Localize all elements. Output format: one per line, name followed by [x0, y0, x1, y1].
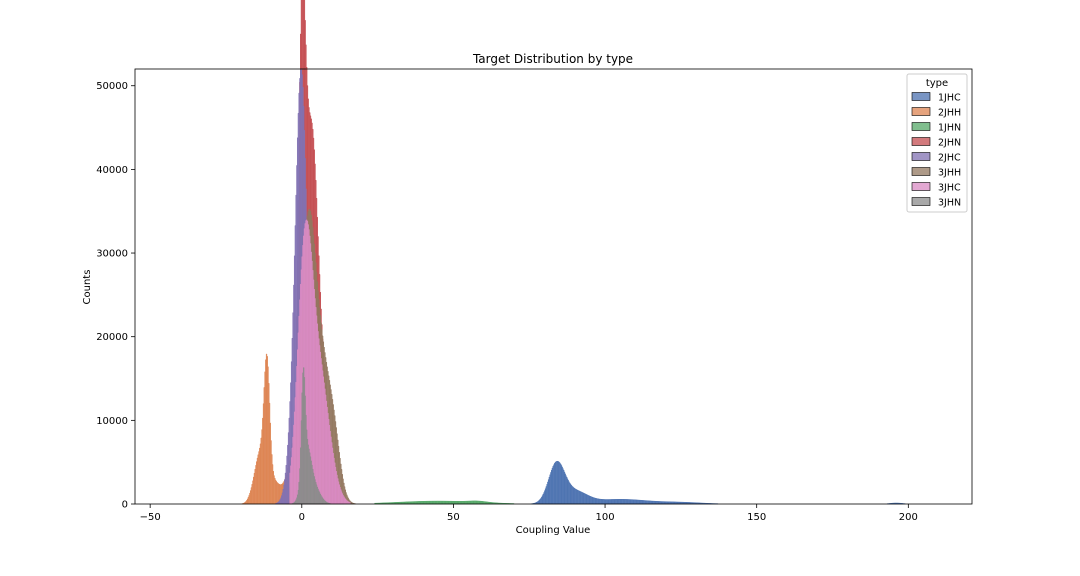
bars-1JHN [374, 500, 515, 505]
axes: −50 0 50 100 150 200 0 10000 20000 30000 40000 5000… [96, 68, 973, 523]
series-1JHC [531, 460, 906, 505]
histogram-bars [241, 0, 906, 505]
legend-label-1JHC: 1JHC [938, 93, 961, 104]
legend-label-2JHC: 2JHC [938, 153, 961, 164]
y-tick-label: 50000 [96, 81, 128, 92]
legend-swatch-3JHH [911, 167, 931, 176]
legend-label-3JHH: 3JHH [938, 168, 961, 179]
chart-title: Target Distribution by type [472, 52, 633, 66]
legend-label-3JHN: 3JHN [938, 198, 961, 209]
legend-swatch-1JHN [911, 122, 931, 131]
legend-swatch-1JHC [911, 92, 931, 101]
x-tick-label: −50 [140, 512, 161, 523]
legend: type 1JHC 2JHH 1JHN 2JHN 2JHC 3JHH 3JHC 3JHN [906, 73, 968, 213]
x-tick-label: 200 [899, 512, 918, 523]
y-tick-label: 40000 [96, 165, 128, 176]
bars-3JHN [291, 367, 331, 505]
series-3JHN [291, 367, 331, 505]
x-tick-label: 0 [299, 512, 305, 523]
y-tick-label: 0 [122, 500, 128, 511]
legend-swatch-3JHC [911, 182, 931, 191]
legend-label-1JHN: 1JHN [938, 123, 961, 134]
legend-label-2JHH: 2JHH [938, 108, 961, 119]
y-tick-label: 30000 [96, 249, 128, 260]
legend-swatch-2JHN [911, 137, 931, 146]
legend-label-2JHN: 2JHN [938, 138, 961, 149]
legend-swatch-2JHH [911, 107, 931, 116]
y-axis-label: Counts [82, 270, 93, 305]
legend-title: type [926, 78, 948, 89]
legend-label-3JHC: 3JHC [938, 183, 961, 194]
y-tick-label: 20000 [96, 332, 128, 343]
plot-frame [134, 68, 973, 505]
legend-swatch-2JHC [911, 152, 931, 161]
y-tick-label: 10000 [96, 416, 128, 427]
series-1JHN [374, 500, 515, 505]
bars-1JHC [531, 460, 906, 505]
x-tick-label: 150 [747, 512, 766, 523]
x-axis-label: Coupling Value [516, 525, 591, 536]
x-tick-label: 100 [596, 512, 615, 523]
legend-swatch-3JHN [911, 197, 931, 206]
x-tick-label: 50 [447, 512, 460, 523]
